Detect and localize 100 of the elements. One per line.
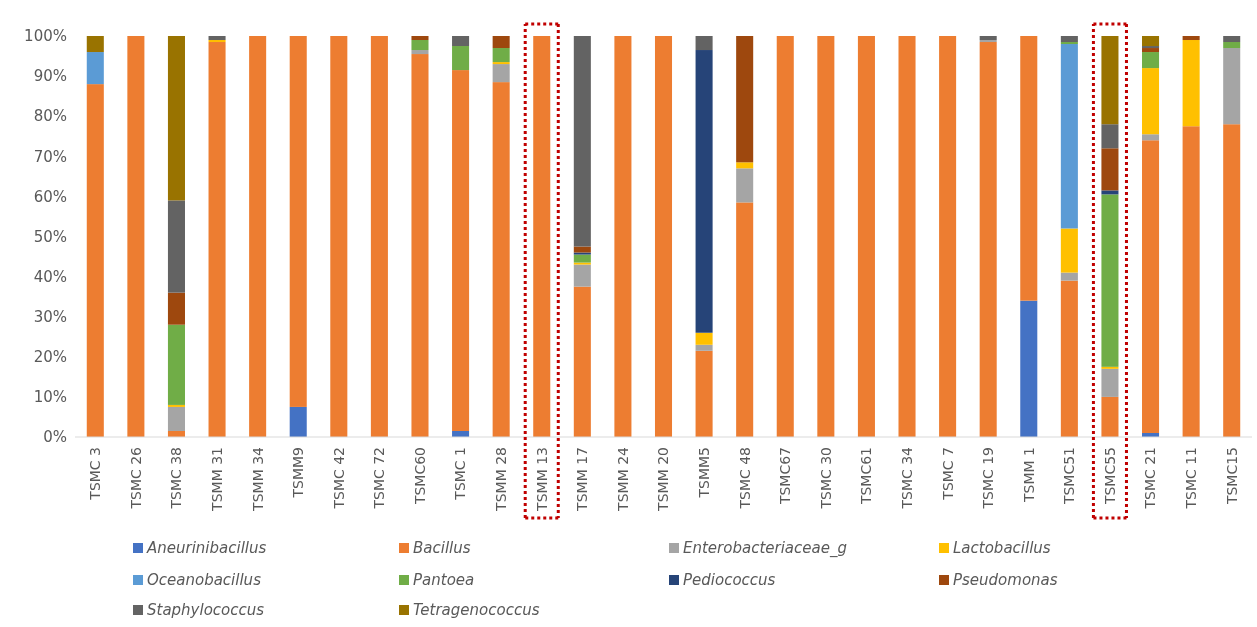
legend-label: Pediococcus bbox=[683, 571, 776, 590]
x-tick-label: TSMC67 bbox=[777, 447, 794, 506]
bar bbox=[492, 48, 510, 63]
bar bbox=[86, 84, 104, 437]
bar bbox=[614, 36, 632, 437]
bar bbox=[208, 36, 226, 41]
x-tick-label: TSMM 13 bbox=[533, 447, 550, 512]
x-tick-label: TSMM 20 bbox=[655, 447, 672, 512]
bar bbox=[1223, 124, 1241, 437]
bar bbox=[1060, 36, 1078, 43]
legend-label: Pseudomonas bbox=[953, 571, 1058, 590]
bar bbox=[411, 36, 429, 41]
bar bbox=[86, 52, 104, 85]
x-tick-label: TSMM9 bbox=[290, 447, 307, 499]
bar bbox=[857, 36, 875, 437]
bar bbox=[1142, 68, 1160, 135]
legend-label: Oceanobacillus bbox=[147, 571, 262, 590]
bar bbox=[573, 246, 591, 253]
x-tick-label: TSMC 19 bbox=[980, 447, 997, 510]
bar bbox=[289, 406, 307, 437]
y-tick-label: 100% bbox=[24, 27, 67, 46]
bar bbox=[1223, 36, 1241, 43]
bar bbox=[736, 162, 754, 169]
bar bbox=[1142, 140, 1160, 433]
bar bbox=[695, 332, 713, 345]
x-tick-label: TSMC 21 bbox=[1142, 447, 1159, 510]
bar bbox=[1223, 48, 1241, 125]
bar bbox=[208, 42, 226, 437]
x-tick-label: TSMM 1 bbox=[1020, 447, 1037, 503]
y-tick-label: 30% bbox=[33, 307, 67, 326]
y-tick-label: 60% bbox=[33, 187, 67, 206]
y-tick-label: 70% bbox=[33, 147, 67, 166]
bar bbox=[1101, 396, 1119, 437]
bar bbox=[979, 42, 997, 437]
bar bbox=[736, 36, 754, 163]
bar bbox=[1060, 272, 1078, 281]
y-tick-label: 80% bbox=[33, 107, 67, 126]
y-tick-label: 0% bbox=[43, 428, 67, 447]
bar bbox=[736, 202, 754, 437]
bar bbox=[1060, 42, 1078, 45]
bar bbox=[249, 36, 267, 437]
bar bbox=[452, 70, 470, 431]
legend-label: Bacillus bbox=[413, 539, 471, 558]
legend-label: Enterobacteriaceae_g bbox=[683, 539, 847, 559]
y-tick-label: 20% bbox=[33, 348, 67, 367]
bar bbox=[1142, 52, 1160, 69]
bar bbox=[208, 40, 226, 43]
bar bbox=[330, 36, 348, 437]
bar bbox=[1182, 126, 1200, 437]
bar bbox=[979, 36, 997, 41]
bar bbox=[1182, 36, 1200, 41]
bar bbox=[1101, 194, 1119, 367]
bar bbox=[533, 36, 551, 437]
x-tick-label: TSMM 28 bbox=[493, 447, 510, 512]
bar bbox=[654, 36, 673, 437]
y-tick-label: 90% bbox=[33, 67, 67, 86]
bar bbox=[1060, 228, 1078, 273]
x-tick-label: TSMM 17 bbox=[574, 447, 591, 512]
x-tick-label: TSMM 31 bbox=[208, 447, 225, 512]
bar bbox=[939, 36, 957, 437]
bar bbox=[695, 344, 713, 351]
x-tick-label: TSMM 24 bbox=[614, 446, 631, 512]
bar bbox=[1223, 42, 1241, 49]
x-tick-label: TSMC 3 bbox=[87, 447, 104, 501]
x-tick-label: TSMC 48 bbox=[736, 447, 753, 510]
bar bbox=[167, 292, 185, 325]
bar bbox=[695, 350, 713, 437]
bar bbox=[1020, 36, 1038, 301]
bar bbox=[167, 404, 185, 407]
bar bbox=[1101, 366, 1119, 369]
bar bbox=[776, 36, 794, 437]
bar bbox=[370, 36, 388, 437]
bar bbox=[817, 36, 835, 437]
bar bbox=[1101, 190, 1119, 195]
bar bbox=[1142, 48, 1160, 53]
bar bbox=[86, 36, 104, 53]
y-tick-label: 10% bbox=[33, 388, 67, 407]
x-tick-label: TSMC 1 bbox=[452, 447, 469, 501]
x-tick-label: TSMM5 bbox=[695, 447, 712, 499]
bar bbox=[573, 286, 591, 437]
x-tick-label: TSMC61 bbox=[858, 447, 875, 506]
bar bbox=[167, 324, 185, 405]
x-tick-label: TSMC 7 bbox=[939, 447, 956, 501]
bar bbox=[1142, 134, 1160, 141]
bar bbox=[492, 36, 510, 49]
bar bbox=[1142, 36, 1160, 47]
x-tick-label: TSMC 26 bbox=[127, 446, 144, 510]
bar bbox=[573, 36, 591, 247]
x-tick-label: TSMC 38 bbox=[168, 447, 185, 510]
bar bbox=[573, 252, 591, 255]
bar bbox=[695, 50, 713, 333]
bar bbox=[573, 264, 591, 287]
legend-label: Tetragenococcus bbox=[413, 601, 540, 620]
bar bbox=[452, 36, 470, 47]
x-tick-label: TSMC 34 bbox=[898, 446, 915, 510]
bar bbox=[573, 254, 591, 263]
legend-label: Pantoea bbox=[413, 571, 475, 590]
bar bbox=[492, 64, 510, 83]
bar bbox=[411, 50, 429, 55]
legend-label: Lactobacillus bbox=[953, 539, 1051, 558]
